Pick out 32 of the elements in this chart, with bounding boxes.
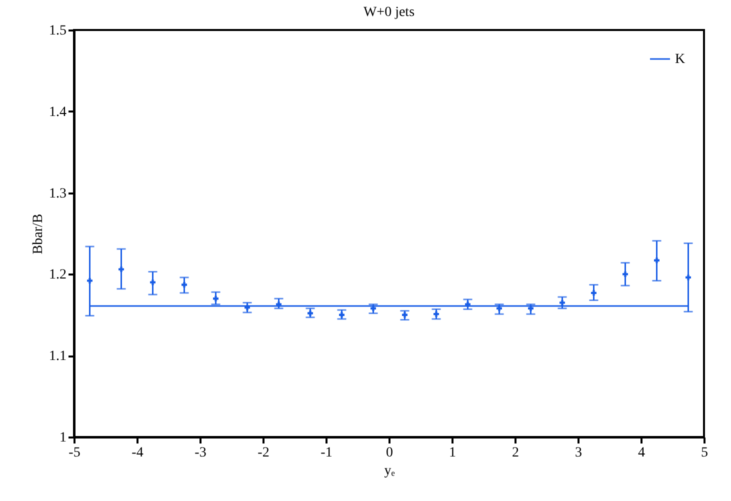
y-tick-label: 1.5 xyxy=(49,24,66,38)
x-tick-label: 3 xyxy=(575,446,582,460)
point xyxy=(118,266,124,272)
point xyxy=(622,271,628,277)
point xyxy=(654,258,660,264)
x-axis-title: yₑ xyxy=(384,464,396,478)
x-tick-label: -4 xyxy=(132,446,144,460)
y-axis-title: Bbar/B xyxy=(31,214,46,254)
point xyxy=(591,290,596,296)
point xyxy=(182,282,187,288)
chart-title: W+0 jets xyxy=(363,5,415,20)
point xyxy=(87,278,92,284)
x-tick-label: -5 xyxy=(68,446,80,460)
x-tick-label: -1 xyxy=(320,446,332,460)
legend-label: K xyxy=(675,52,686,67)
y-tick-label: 1.2 xyxy=(49,268,66,283)
y-tick-label: 1 xyxy=(60,430,66,446)
x-tick-label: -3 xyxy=(194,446,206,460)
point xyxy=(308,310,313,316)
x-tick-label: 1 xyxy=(449,446,456,460)
y-tick-label: 1.4 xyxy=(49,104,66,120)
point xyxy=(213,296,218,302)
x-tick-label: 4 xyxy=(638,446,645,460)
point xyxy=(560,300,565,306)
x-tick-label: 5 xyxy=(701,446,708,460)
y-tick-label: 1.1 xyxy=(49,349,66,364)
y-tick-label: 1.3 xyxy=(49,186,66,202)
point xyxy=(150,280,156,286)
x-tick-label: -2 xyxy=(258,446,270,460)
x-tick-label: 0 xyxy=(386,446,393,460)
point xyxy=(686,274,691,280)
x-tick-label: 2 xyxy=(512,446,519,460)
